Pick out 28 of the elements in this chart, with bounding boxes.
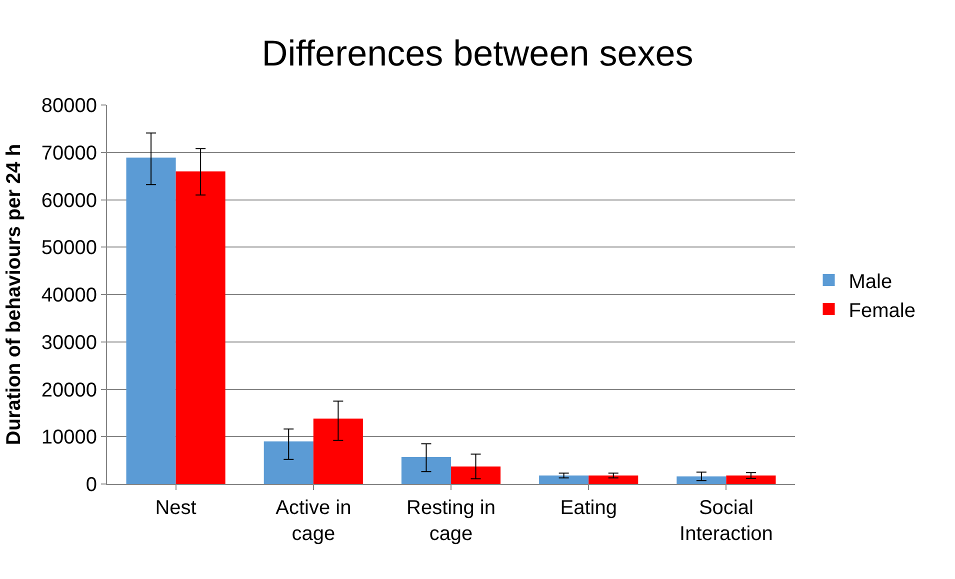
legend-label: Male bbox=[848, 270, 892, 293]
x-tick-label: Resting in cage bbox=[406, 497, 496, 545]
x-tick-label: Nest bbox=[155, 497, 197, 519]
legend-label: Female bbox=[848, 300, 916, 322]
bar bbox=[126, 158, 176, 484]
y-tick-label: 80000 bbox=[41, 95, 97, 117]
chart-title: Differences between sexes bbox=[262, 32, 694, 74]
y-tick-label: 20000 bbox=[41, 379, 97, 402]
bar bbox=[264, 441, 314, 484]
bar bbox=[451, 466, 501, 484]
bar bbox=[588, 475, 638, 484]
bar bbox=[676, 476, 726, 484]
bar bbox=[176, 171, 226, 484]
bar bbox=[313, 418, 363, 484]
y-tick-label: 0 bbox=[86, 474, 97, 496]
y-tick-label: 10000 bbox=[41, 426, 97, 449]
bar bbox=[726, 475, 776, 484]
bar bbox=[401, 457, 451, 484]
y-tick-label: 60000 bbox=[41, 190, 97, 212]
y-axis-title: Duration of behaviours per 24 h bbox=[2, 144, 25, 446]
y-tick-label: 30000 bbox=[41, 332, 97, 354]
x-tick-label: Eating bbox=[560, 497, 617, 519]
x-tick-label: Active in cage bbox=[276, 497, 352, 545]
y-tick-label: 40000 bbox=[41, 284, 97, 306]
y-tick-label: 70000 bbox=[41, 142, 97, 164]
bar bbox=[539, 475, 589, 484]
x-tick-label: Social Interaction bbox=[680, 497, 773, 545]
y-tick-label: 50000 bbox=[41, 237, 97, 260]
